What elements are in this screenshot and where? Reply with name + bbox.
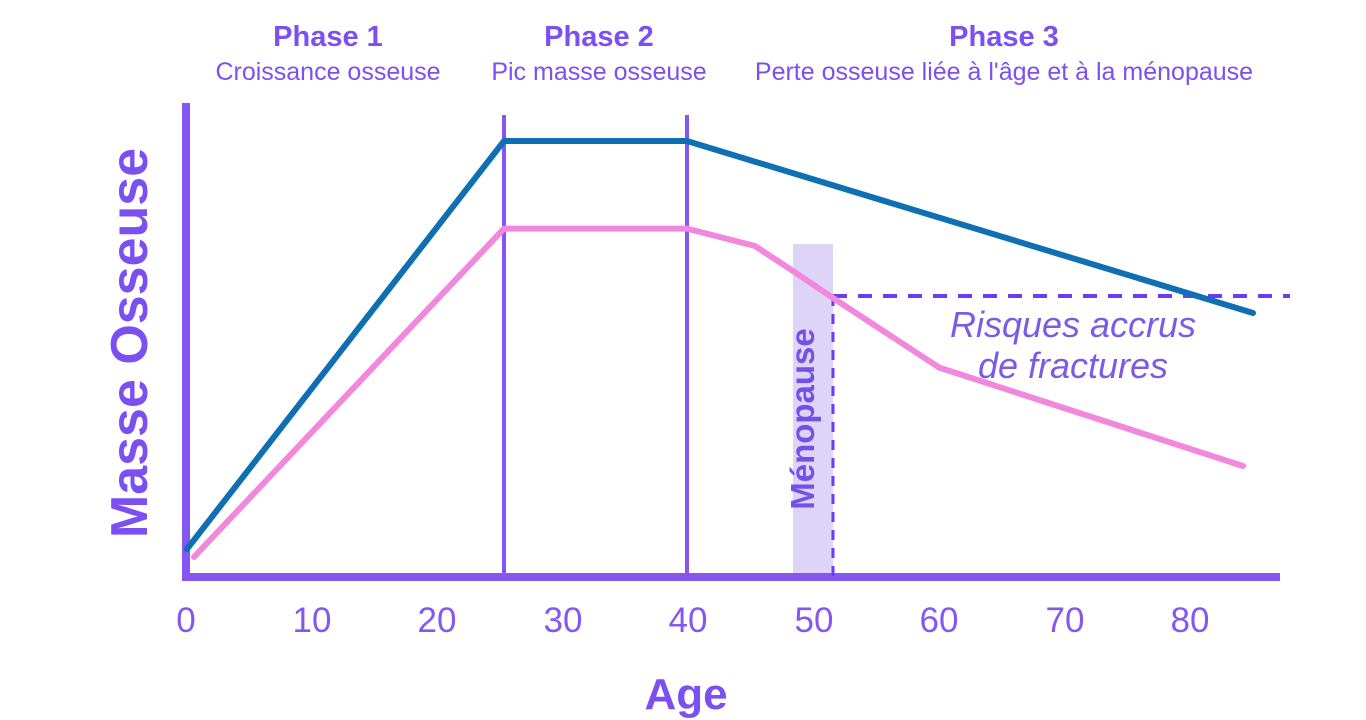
svg-text:40: 40 <box>669 601 708 640</box>
svg-text:Masse Osseuse: Masse Osseuse <box>101 148 159 538</box>
svg-text:Phase 2: Phase 2 <box>544 21 654 53</box>
svg-text:0: 0 <box>176 601 195 640</box>
svg-text:70: 70 <box>1046 601 1085 640</box>
svg-text:Perte osseuse liée à l'âge et: Perte osseuse liée à l'âge et à la ménop… <box>755 58 1253 86</box>
svg-text:20: 20 <box>418 601 457 640</box>
svg-text:30: 30 <box>544 601 583 640</box>
svg-text:Ménopause: Ménopause <box>784 328 821 510</box>
svg-text:10: 10 <box>293 601 332 640</box>
svg-text:80: 80 <box>1171 601 1210 640</box>
svg-text:de fractures: de fractures <box>978 345 1168 386</box>
svg-text:Phase 3: Phase 3 <box>949 21 1059 53</box>
svg-text:Croissance osseuse: Croissance osseuse <box>215 58 440 86</box>
svg-text:Age: Age <box>644 670 727 719</box>
svg-text:Pic masse osseuse: Pic masse osseuse <box>491 58 706 86</box>
svg-text:Phase 1: Phase 1 <box>273 21 383 53</box>
svg-text:60: 60 <box>920 601 959 640</box>
svg-text:Risques accrus: Risques accrus <box>950 304 1196 345</box>
svg-text:50: 50 <box>795 601 834 640</box>
